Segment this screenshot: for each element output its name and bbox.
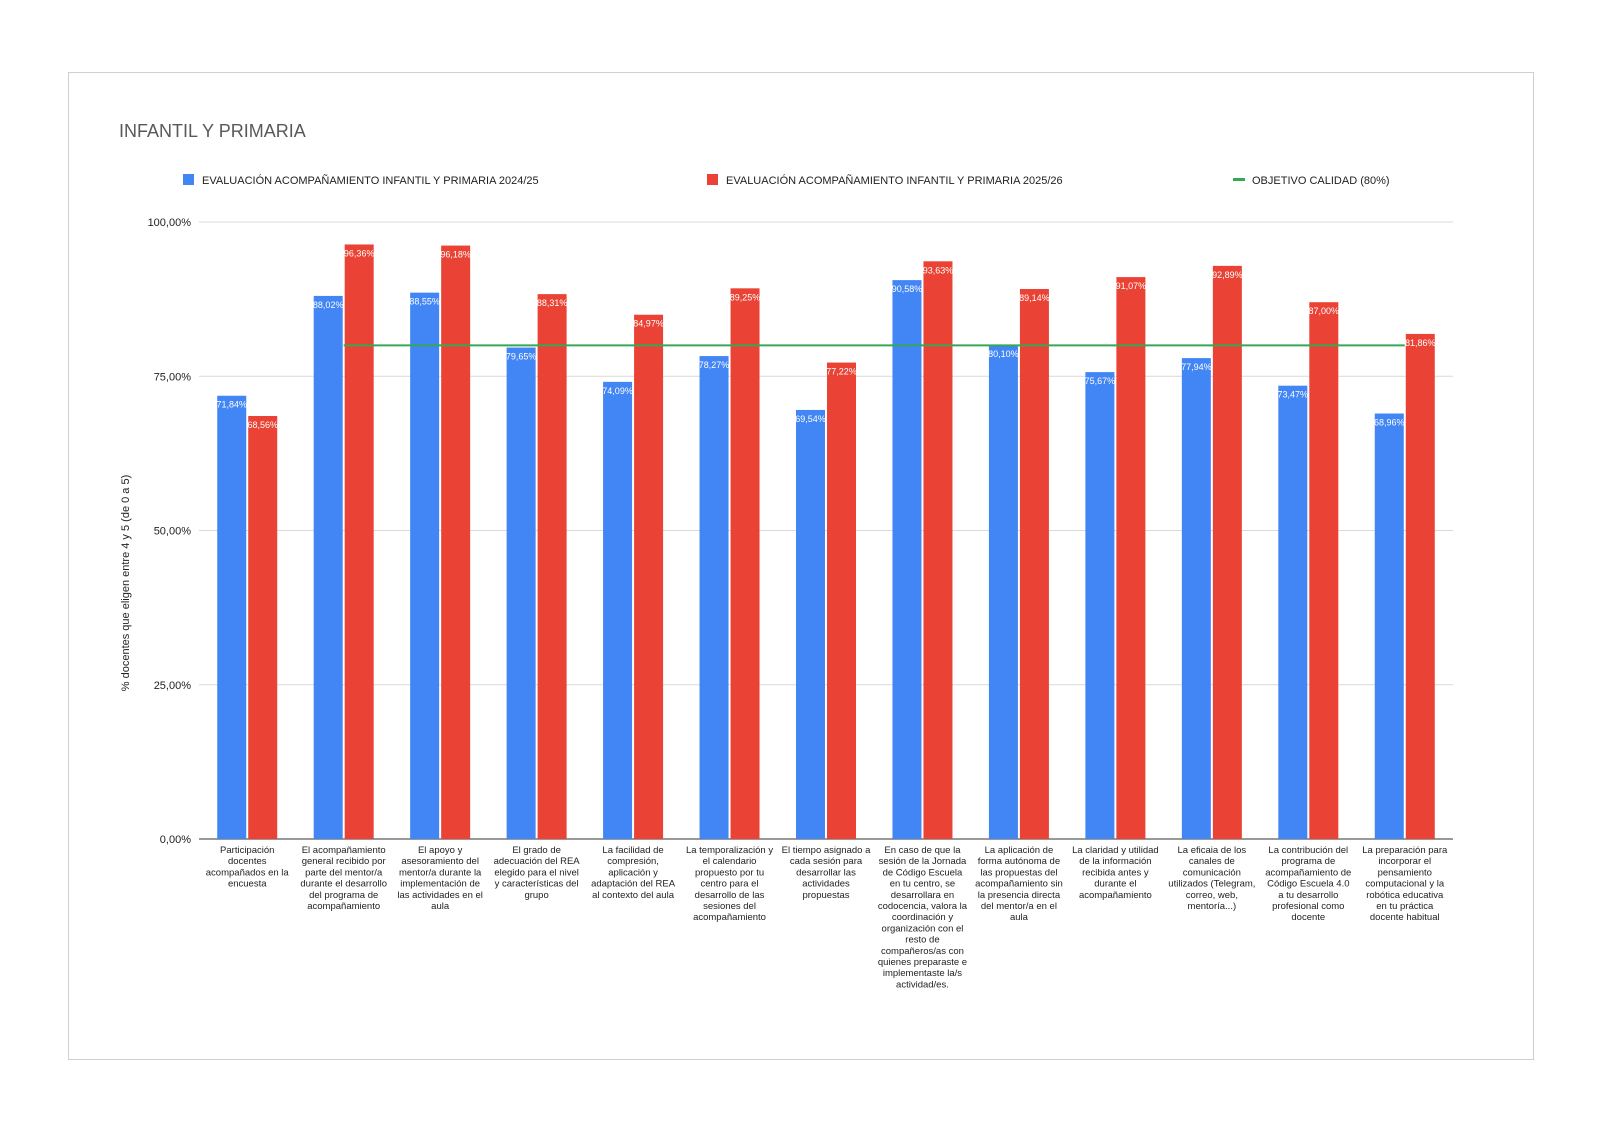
data-label: 80,10% <box>988 349 1019 359</box>
data-label: 69,54% <box>795 414 826 424</box>
bar-2025-26 <box>923 261 953 839</box>
legend: EVALUACIÓN ACOMPAÑAMIENTO INFANTIL Y PRI… <box>183 174 1390 187</box>
legend-swatch-objetivo <box>1233 178 1245 181</box>
category-label: La preparación para incorporar el pensamie… <box>1362 845 1448 923</box>
bar-2025-26 <box>537 294 567 839</box>
bar-2024-25 <box>1181 358 1211 839</box>
category-label: El tiempo asignado a cada sesión para desa… <box>782 845 871 901</box>
legend-label-objetivo: OBJETIVO CALIDAD (80%) <box>1252 175 1390 187</box>
legend-swatch-2024 <box>183 174 194 185</box>
bars-layer <box>217 244 1435 839</box>
chart-frame: INFANTIL Y PRIMARIA EVALUACIÓN ACOMPAÑAM… <box>68 72 1534 1060</box>
data-label: 88,02% <box>313 300 344 310</box>
data-label: 96,18% <box>440 250 471 260</box>
data-label: 89,25% <box>730 292 761 302</box>
bar-2025-26 <box>344 244 374 839</box>
y-tick-label: 100,00% <box>148 217 192 229</box>
y-tick-label: 75,00% <box>154 371 192 383</box>
legend-label-2025: EVALUACIÓN ACOMPAÑAMIENTO INFANTIL Y PRI… <box>726 174 1063 187</box>
data-label: 73,47% <box>1278 390 1309 400</box>
category-label: La claridad y utilidad de la información r… <box>1072 845 1159 901</box>
data-label: 87,00% <box>1309 306 1340 316</box>
bar-2025-26 <box>441 245 471 839</box>
category-label: La eficaia de los canales de comunicación u… <box>1168 845 1255 912</box>
bar-2025-26 <box>634 314 664 839</box>
y-tick-label: 0,00% <box>160 834 191 846</box>
data-label: 93,63% <box>923 265 954 275</box>
bar-2025-26 <box>248 415 278 839</box>
bar-2025-26 <box>1309 302 1339 839</box>
data-label: 92,89% <box>1212 270 1243 280</box>
category-label: En caso de que la sesión de la Jornada de … <box>878 845 968 990</box>
bar-2025-26 <box>1116 277 1146 839</box>
data-label: 71,84% <box>216 400 247 410</box>
category-label: Participación docentes acompañados en la en… <box>206 845 290 890</box>
category-label: La aplicación de forma autónoma de las pro… <box>975 845 1063 923</box>
data-label: 75,67% <box>1085 376 1116 386</box>
bar-2024-25 <box>988 344 1018 839</box>
category-label: El apoyo y asesoramiento del mentor/a dura… <box>397 845 483 912</box>
data-label: 77,22% <box>826 367 857 377</box>
labels-layer: 71,84%68,56% 88,02% 96,36% 88,55% 96,18% 79,6… <box>216 248 1435 430</box>
chart-svg: INFANTIL Y PRIMARIA EVALUACIÓN ACOMPAÑAM… <box>119 121 1453 990</box>
category-label: La contribución del programa de acompañami… <box>1265 845 1351 923</box>
bar-2024-25 <box>313 295 343 839</box>
data-label: 84,97% <box>633 319 664 329</box>
bar-2024-25 <box>699 356 729 839</box>
bar-2024-25 <box>1278 385 1308 839</box>
bar-2024-25 <box>217 395 247 839</box>
bar-2024-25 <box>1085 372 1115 839</box>
y-tick-label: 50,00% <box>154 526 192 538</box>
data-label: 77,94% <box>1181 362 1212 372</box>
bar-2025-26 <box>827 362 856 839</box>
category-label: La facilidad de compresión, aplicación y ad… <box>591 845 676 901</box>
data-label: 79,65% <box>506 352 537 362</box>
category-label: La temporalización y el calendario propues… <box>686 845 773 923</box>
category-labels: Participación docentes acompañados en la en… <box>206 845 1448 990</box>
bar-2024-25 <box>603 381 633 839</box>
bar-2024-25 <box>506 347 536 839</box>
bar-2024-25 <box>892 280 922 839</box>
category-label: El grado de adecuación del REA elegido par… <box>494 845 581 901</box>
chart-title: INFANTIL Y PRIMARIA <box>119 121 306 141</box>
y-tick-label: 25,00% <box>154 680 192 692</box>
bar-2024-25 <box>1374 413 1404 839</box>
bar-2025-26 <box>1212 265 1242 839</box>
y-axis-label: % docentes que eligen entre 4 y 5 (de 0 … <box>120 475 132 691</box>
bar-2025-26 <box>730 288 760 839</box>
legend-label-2024: EVALUACIÓN ACOMPAÑAMIENTO INFANTIL Y PRI… <box>202 174 539 187</box>
bar-2025-26 <box>1405 333 1435 839</box>
data-label: 96,36% <box>344 248 375 258</box>
category-label: El acompañamiento general recibido por par… <box>300 845 387 912</box>
data-label: 68,96% <box>1374 418 1405 428</box>
data-label: 91,07% <box>1116 281 1147 291</box>
bar-2024-25 <box>410 292 440 839</box>
data-label: 81,86% <box>1405 338 1436 348</box>
data-label: 88,55% <box>409 297 440 307</box>
data-label: 78,27% <box>699 360 730 370</box>
legend-swatch-2025 <box>707 174 718 185</box>
data-label: 90,58% <box>892 284 923 294</box>
bar-2025-26 <box>1019 289 1049 839</box>
grid-layer: 0,00% 25,00% 50,00% 75,00% 100,00% <box>148 217 1453 846</box>
bar-2024-25 <box>796 409 825 839</box>
data-label: 89,14% <box>1019 293 1050 303</box>
data-label: 88,31% <box>537 298 568 308</box>
data-label: 74,09% <box>602 386 633 396</box>
data-label: 68,56% <box>247 420 278 430</box>
